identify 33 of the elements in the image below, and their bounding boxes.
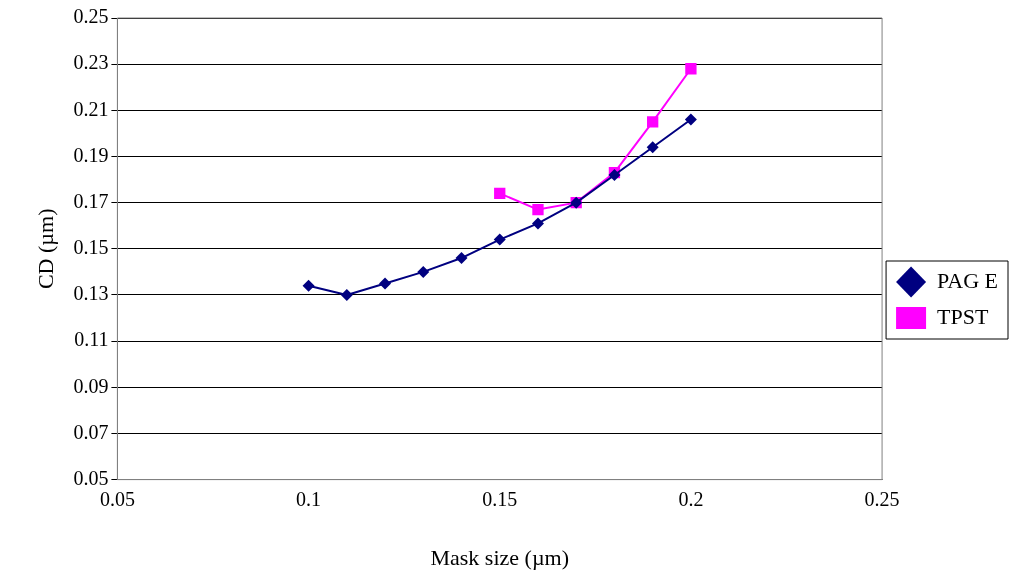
point [379,277,392,290]
point [684,113,697,126]
x-tick-label: 0.15 [482,487,518,510]
y-tick-label: 0.05 [73,466,109,489]
y-tick-label: 0.21 [73,97,109,120]
y-tick-label: 0.11 [74,328,109,351]
point [685,63,697,75]
y-tick-label: 0.19 [73,143,109,166]
y-tick-label: 0.17 [73,189,109,212]
x-axis-title: Mask size (µm) [430,544,569,570]
point [417,265,430,278]
point [647,116,659,128]
x-tick-label: 0.05 [99,487,135,510]
legend-label: PAG E [937,267,999,293]
point [302,279,315,292]
point [646,141,659,154]
y-tick-label: 0.15 [73,236,109,259]
y-tick-label: 0.25 [73,5,109,28]
y-axis-title: CD (µm) [32,208,58,290]
point [531,217,544,230]
y-tick-label: 0.09 [73,374,109,397]
point [455,252,468,265]
y-tick-label: 0.07 [73,420,109,443]
point [494,187,506,200]
point [532,203,544,216]
legend-label: TPST [937,303,989,329]
y-tick-label: 0.13 [73,282,109,305]
x-tick-label: 0.1 [296,487,322,510]
x-tick-label: 0.25 [864,487,900,510]
x-tick-label: 0.2 [678,487,704,510]
y-tick-label: 0.23 [73,51,109,74]
point [493,233,506,246]
point [340,288,353,301]
